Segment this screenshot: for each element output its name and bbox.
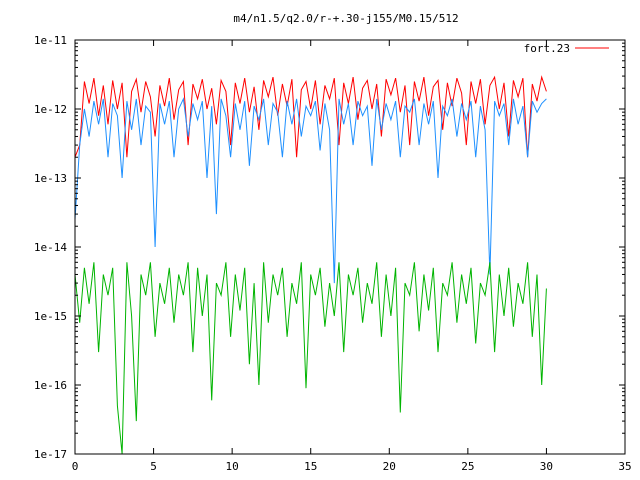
series-line-fort-23 bbox=[74, 75, 547, 158]
legend: fort.23 bbox=[524, 42, 609, 55]
legend-label-fort-23: fort.23 bbox=[524, 42, 570, 55]
y-tick-label-1: 1e-16 bbox=[34, 379, 67, 392]
x-tick-label-10: 10 bbox=[226, 460, 239, 473]
x-tick-label-0: 0 bbox=[72, 460, 79, 473]
x-tick-label-15: 15 bbox=[304, 460, 317, 473]
y-tick-label-5: 1e-12 bbox=[34, 103, 67, 116]
y-tick-label-4: 1e-13 bbox=[34, 172, 67, 185]
x-tick-label-35: 35 bbox=[618, 460, 631, 473]
chart-title: m4/n1.5/q2.0/r-+.30-j155/M0.15/512 bbox=[233, 12, 458, 25]
x-tick-label-20: 20 bbox=[383, 460, 396, 473]
series-line-2 bbox=[74, 262, 547, 455]
y-tick-label-2: 1e-15 bbox=[34, 310, 67, 323]
series-layer bbox=[74, 75, 547, 455]
x-tick-label-5: 5 bbox=[150, 460, 157, 473]
y-tick-label-0: 1e-17 bbox=[34, 448, 67, 461]
y-tick-label-3: 1e-14 bbox=[34, 241, 67, 254]
x-tick-label-25: 25 bbox=[461, 460, 474, 473]
series-line-1 bbox=[74, 97, 547, 284]
y-tick-label-6: 1e-11 bbox=[34, 34, 67, 47]
axis-layer: 0 5 10 15 20 25 30 35 1e-17 1e-16 1e-15 1e-14 1e-13 1… bbox=[34, 34, 632, 473]
x-tick-label-30: 30 bbox=[540, 460, 553, 473]
